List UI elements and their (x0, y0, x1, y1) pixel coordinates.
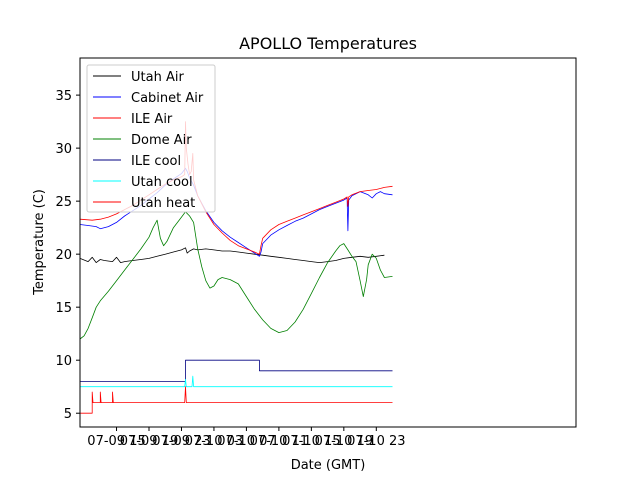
y-tick-label: 30 (55, 142, 72, 157)
x-tick-label: 07-09 19 (120, 434, 178, 449)
y-axis-ticks: 5 10 15 20 25 30 35 (55, 89, 80, 422)
x-tick-label: 07-10 11 (250, 434, 308, 449)
series-line-utah-cool (80, 375, 393, 388)
x-tick-label: 07-10 03 (185, 434, 243, 449)
y-tick-label: 10 (55, 354, 72, 369)
series-line-utah-air (79, 247, 385, 264)
y-tick-label: 25 (55, 195, 72, 210)
y-tick-label: 20 (55, 248, 72, 263)
series-line-utah-heat (80, 386, 393, 414)
y-tick-label: 5 (64, 407, 72, 422)
chart-title: APOLLO Temperatures (239, 34, 417, 53)
legend-label: Utah cool (131, 175, 193, 190)
legend-label: ILE Air (131, 112, 173, 127)
series-layer (79, 121, 393, 414)
x-axis-label: Date (GMT) (291, 458, 366, 473)
legend-label: Cabinet Air (131, 91, 204, 106)
legend-label: Dome Air (131, 133, 192, 148)
series-line-ile-cool (80, 359, 393, 382)
y-axis-label: Temperature (C) (32, 189, 47, 296)
legend: Utah Air Cabinet Air ILE Air Dome Air ILE co… (86, 64, 216, 213)
x-tick-label: 07-09 23 (152, 434, 210, 449)
x-tick-label: 07-10 19 (315, 434, 373, 449)
series-line-dome-air (79, 211, 393, 340)
x-tick-label: 07-09 15 (87, 434, 145, 449)
legend-label: Utah heat (131, 196, 195, 211)
legend-label: ILE cool (131, 154, 181, 169)
x-tick-label: 07-10 15 (282, 434, 340, 449)
x-tick-label: 07-10 23 (347, 434, 405, 449)
legend-label: Utah Air (131, 70, 184, 85)
plot-frame (79, 57, 577, 428)
legend-box (86, 64, 216, 213)
y-tick-label: 35 (55, 89, 72, 104)
y-tick-label: 15 (55, 301, 72, 316)
x-tick-label: 07-10 07 (217, 434, 275, 449)
